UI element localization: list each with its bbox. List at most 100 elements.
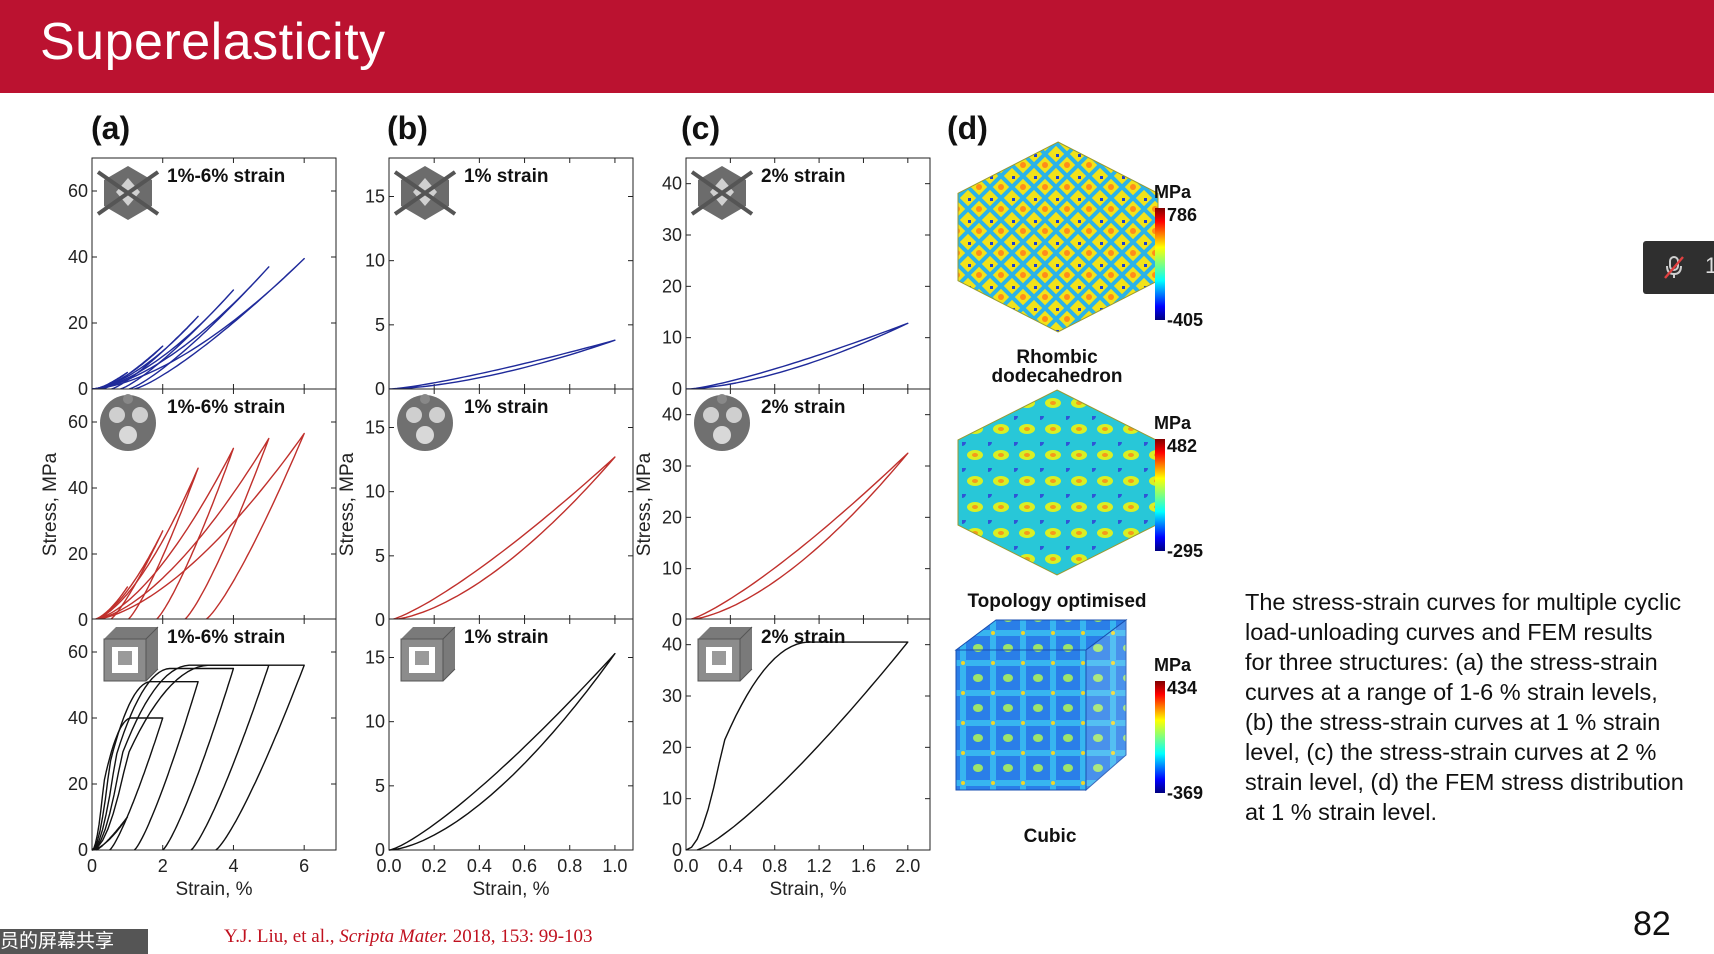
y-tick-label: 10 bbox=[365, 251, 385, 271]
colorbar-unit: MPa bbox=[1154, 655, 1192, 675]
y-tick-label: 20 bbox=[662, 507, 682, 527]
rd-strut bbox=[690, 170, 754, 216]
y-tick-label: 10 bbox=[662, 559, 682, 579]
x-tick-label: 0 bbox=[87, 856, 97, 876]
stress-strain-loop bbox=[388, 456, 616, 621]
y-tick-label: 0 bbox=[78, 379, 88, 399]
rd-strut bbox=[393, 170, 457, 216]
strain-annotation: 1% strain bbox=[464, 627, 548, 648]
x-tick-label: 1.6 bbox=[851, 856, 876, 876]
y-tick-label: 30 bbox=[662, 686, 682, 706]
stress-strain-loop bbox=[91, 530, 164, 621]
colorbar-min: -405 bbox=[1167, 310, 1203, 330]
cube-edges bbox=[145, 626, 159, 682]
cube-edges bbox=[739, 626, 753, 682]
chart-row: 0 10 20 30 40 2% strain bbox=[662, 157, 931, 399]
strain-annotation: 1% strain bbox=[464, 166, 548, 187]
y-tick-label: 0 bbox=[672, 379, 682, 399]
colorbar-max: 482 bbox=[1167, 436, 1197, 456]
screen-share-banner: 员的屏幕共享 bbox=[0, 929, 148, 954]
y-tick-label: 15 bbox=[365, 418, 385, 438]
x-tick-label: 0.8 bbox=[557, 856, 582, 876]
stress-strain-loop bbox=[91, 437, 270, 621]
topo-hole bbox=[132, 407, 148, 423]
structure-label: Cubic bbox=[1024, 826, 1077, 847]
colorbar-min: -369 bbox=[1167, 783, 1203, 803]
fem-cube-side bbox=[1085, 619, 1127, 792]
x-tick-label: 2 bbox=[158, 856, 168, 876]
chart-row: 0 20 40 60 1%-6% strain bbox=[68, 388, 337, 630]
colorbar bbox=[1155, 208, 1165, 320]
y-axis-label: Stress, MPa bbox=[337, 452, 358, 556]
stress-strain-loop bbox=[91, 667, 235, 851]
y-tick-label: 60 bbox=[68, 181, 88, 201]
meeting-side-widget[interactable]: 1 bbox=[1643, 241, 1714, 294]
y-tick-label: 0 bbox=[375, 840, 385, 860]
strain-annotation: 1% strain bbox=[464, 397, 548, 418]
stress-strain-loop bbox=[91, 432, 305, 621]
x-axis-label: Strain, % bbox=[472, 879, 549, 900]
colorbar-min: -295 bbox=[1167, 541, 1203, 561]
colorbar-unit: MPa bbox=[1154, 413, 1192, 433]
rhombic-dodecahedron-icon bbox=[96, 166, 160, 220]
topo-node bbox=[123, 394, 133, 404]
y-tick-label: 60 bbox=[68, 412, 88, 432]
topo-hole bbox=[416, 426, 434, 444]
y-tick-label: 10 bbox=[365, 712, 385, 732]
strain-annotation: 1%-6% strain bbox=[167, 397, 285, 418]
y-tick-label: 30 bbox=[662, 225, 682, 245]
colorbar-unit: MPa bbox=[1154, 182, 1192, 202]
slide-title-bar: Superelasticity bbox=[0, 0, 1714, 93]
y-tick-label: 40 bbox=[68, 478, 88, 498]
y-tick-label: 0 bbox=[78, 610, 88, 630]
x-tick-label: 0.8 bbox=[762, 856, 787, 876]
y-tick-label: 40 bbox=[68, 708, 88, 728]
y-tick-label: 5 bbox=[375, 546, 385, 566]
stress-strain-loop bbox=[388, 652, 616, 851]
muted-microphone-icon[interactable] bbox=[1661, 254, 1687, 280]
strain-annotation: 2% strain bbox=[761, 166, 845, 187]
stress-strain-loop bbox=[91, 467, 199, 621]
fem-lattice-image bbox=[957, 141, 1159, 333]
stress-strain-loop bbox=[91, 345, 164, 390]
y-tick-label: 0 bbox=[375, 379, 385, 399]
chart-row: 0 5 10 15 1% strain bbox=[365, 388, 634, 630]
y-tick-label: 20 bbox=[68, 313, 88, 333]
topo-hole bbox=[726, 407, 742, 423]
topology-optimised-icon bbox=[397, 394, 453, 451]
x-tick-label: 0.0 bbox=[376, 856, 401, 876]
cubic-lattice-icon bbox=[103, 626, 159, 682]
panel-label-a: (a) bbox=[91, 110, 131, 146]
y-tick-label: 40 bbox=[662, 405, 682, 425]
citation: Y.J. Liu, et al., Scripta Mater. 2018, 1… bbox=[224, 926, 593, 948]
structure-label: Rhombic bbox=[1016, 347, 1098, 368]
y-tick-label: 15 bbox=[365, 648, 385, 668]
strain-annotation: 1%-6% strain bbox=[167, 166, 285, 187]
panel-label-d: (d) bbox=[947, 110, 988, 146]
chart-row: 0 20 40 60 1%-6% strain bbox=[68, 618, 337, 860]
y-tick-label: 20 bbox=[662, 737, 682, 757]
panel-label-c: (c) bbox=[681, 110, 721, 146]
cube-inner bbox=[118, 651, 132, 665]
colorbar-max: 786 bbox=[1167, 205, 1197, 225]
y-tick-label: 20 bbox=[662, 276, 682, 296]
chart-row: 0 10 20 30 40 2% strain bbox=[662, 618, 931, 860]
topo-node bbox=[717, 394, 727, 404]
citation-details: 2018, 153: 99-103 bbox=[452, 926, 593, 947]
cubic-lattice-icon bbox=[400, 626, 456, 682]
y-tick-label: 0 bbox=[375, 610, 385, 630]
figure-caption: The stress-strain curves for multiple cy… bbox=[1245, 589, 1684, 825]
colorbar bbox=[1155, 439, 1165, 551]
y-axis-label: Stress, MPa bbox=[634, 452, 655, 556]
y-tick-label: 10 bbox=[365, 482, 385, 502]
panel-label-b: (b) bbox=[387, 110, 428, 146]
x-axis-label: Strain, % bbox=[175, 879, 252, 900]
y-axis-label: Stress, MPa bbox=[40, 452, 61, 556]
chart-row: 0 5 10 15 1% strain bbox=[365, 618, 634, 860]
slide-title: Superelasticity bbox=[40, 13, 386, 71]
y-tick-label: 5 bbox=[375, 776, 385, 796]
stress-strain-loop bbox=[91, 266, 270, 390]
topology-optimised-icon bbox=[694, 394, 750, 451]
x-tick-label: 4 bbox=[228, 856, 238, 876]
